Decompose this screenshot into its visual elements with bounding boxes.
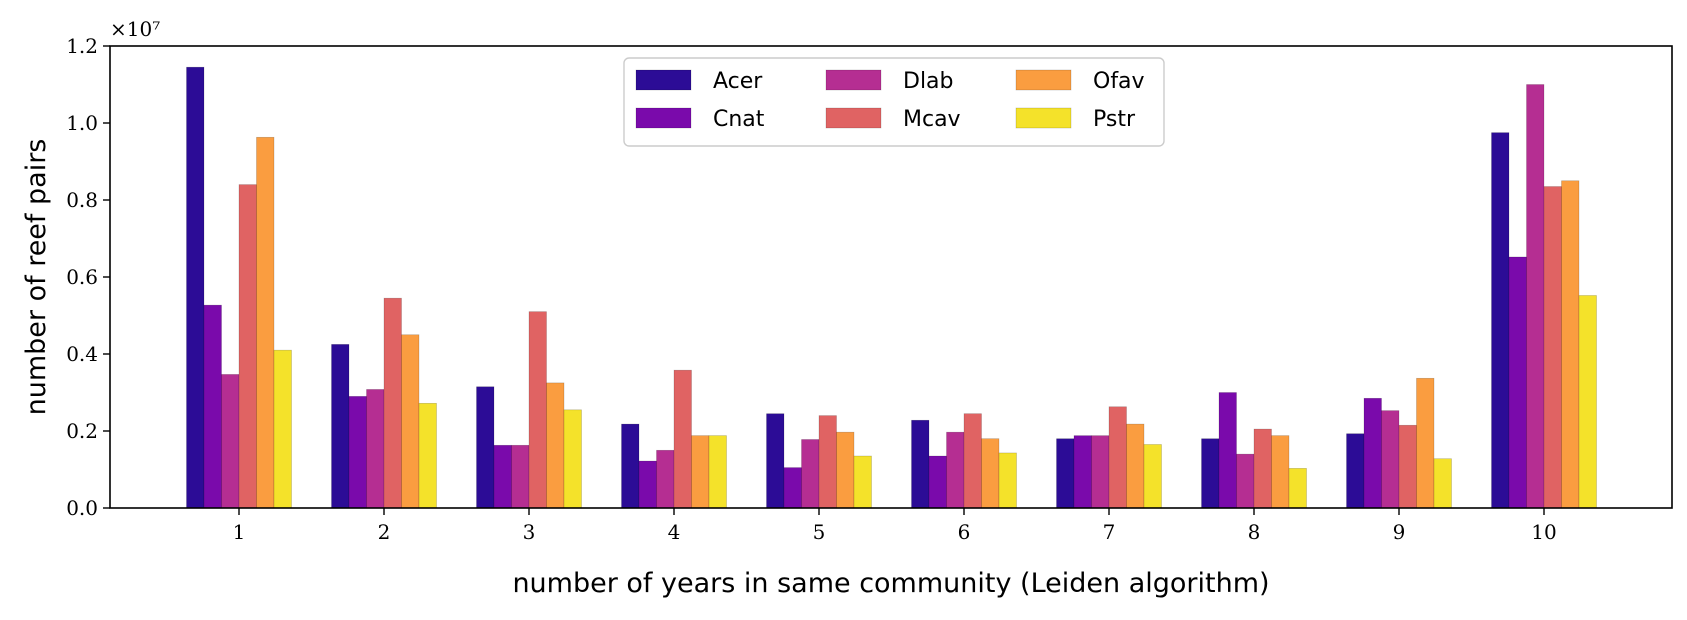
- bar-pstr-10: [1578, 295, 1597, 509]
- x-tick-label: 1: [233, 520, 246, 544]
- legend-label-acer: Acer: [713, 69, 763, 94]
- bar-dlab-2: [366, 389, 385, 509]
- bar-ofav-9: [1416, 377, 1435, 509]
- bar-acer-6: [911, 419, 930, 509]
- y-tick-label: 0.2: [66, 419, 98, 443]
- y-tick-label: 0.8: [66, 188, 98, 212]
- bar-acer-9: [1346, 433, 1365, 509]
- bar-mcav-10: [1543, 186, 1562, 509]
- x-axis-label: number of years in same community (Leide…: [512, 568, 1269, 599]
- bar-mcav-3: [528, 311, 547, 509]
- legend-swatch-pstr: [1015, 107, 1072, 129]
- bar-mcav-5: [818, 415, 837, 509]
- bar-cnat-10: [1508, 256, 1527, 509]
- bar-dlab-8: [1236, 453, 1255, 509]
- x-axis-ticks: 1 2 3 4 5 6 7 8 9 10: [233, 508, 1557, 544]
- bar-acer-3: [476, 386, 495, 509]
- bar-acer-1: [186, 66, 205, 509]
- y-tick-label: 0.0: [66, 496, 98, 520]
- legend-label-dlab: Dlab: [903, 69, 954, 94]
- bar-dlab-3: [511, 444, 530, 509]
- bar-acer-2: [331, 344, 350, 509]
- x-tick-label: 7: [1103, 520, 1116, 544]
- bar-acer-5: [766, 413, 785, 509]
- legend: Acer Cnat Dlab Mcav Ofav Pstr: [623, 57, 1165, 147]
- bar-cnat-7: [1073, 435, 1092, 509]
- bar-cnat-3: [493, 444, 512, 509]
- bar-ofav-6: [981, 438, 1000, 509]
- bar-pstr-7: [1143, 444, 1162, 509]
- y-axis-ticks: 0.0 0.2 0.4 0.6 0.8 1.0 1.2: [66, 34, 110, 520]
- legend-swatch-acer: [635, 69, 692, 91]
- bar-dlab-9: [1381, 410, 1400, 509]
- bar-pstr-5: [853, 455, 872, 509]
- x-tick-label: 9: [1393, 520, 1406, 544]
- y-tick-label: 1.0: [66, 111, 98, 135]
- y-tick-label: 1.2: [66, 34, 98, 58]
- bar-dlab-10: [1526, 84, 1545, 509]
- y-tick-label: 0.4: [66, 342, 98, 366]
- bar-mcav-8: [1253, 428, 1272, 509]
- bar-ofav-7: [1126, 423, 1145, 509]
- x-tick-label: 10: [1531, 520, 1556, 544]
- bar-cnat-8: [1218, 392, 1237, 509]
- x-tick-label: 8: [1248, 520, 1261, 544]
- legend-box: [623, 57, 1165, 147]
- bar-mcav-2: [383, 297, 402, 509]
- x-tick-label: 6: [958, 520, 971, 544]
- bar-dlab-5: [801, 439, 820, 509]
- x-tick-label: 2: [378, 520, 391, 544]
- legend-label-pstr: Pstr: [1093, 107, 1136, 132]
- bar-mcav-7: [1108, 406, 1127, 509]
- bar-pstr-9: [1433, 458, 1452, 509]
- bar-mcav-9: [1398, 424, 1417, 509]
- bar-dlab-7: [1091, 435, 1110, 509]
- bar-acer-4: [621, 423, 640, 509]
- bar-ofav-8: [1271, 435, 1290, 509]
- legend-label-ofav: Ofav: [1093, 69, 1145, 94]
- bar-dlab-4: [656, 449, 675, 509]
- bar-mcav-4: [673, 369, 692, 509]
- legend-swatch-mcav: [825, 107, 882, 129]
- bar-mcav-6: [963, 413, 982, 509]
- y-axis-label: number of reef pairs: [21, 139, 52, 416]
- y-scale-multiplier: ×10⁷: [110, 17, 160, 41]
- bar-pstr-1: [273, 349, 292, 509]
- bar-cnat-5: [783, 467, 802, 509]
- x-tick-label: 4: [668, 520, 681, 544]
- bar-ofav-10: [1561, 180, 1580, 509]
- bar-ofav-4: [691, 435, 710, 509]
- legend-swatch-ofav: [1015, 69, 1072, 91]
- bar-cnat-2: [348, 396, 367, 509]
- legend-swatch-dlab: [825, 69, 882, 91]
- y-tick-label: 0.6: [66, 265, 98, 289]
- bar-acer-8: [1201, 438, 1220, 509]
- legend-swatch-cnat: [635, 107, 692, 129]
- plot-frame: [109, 45, 1673, 509]
- bar-mcav-1: [238, 184, 257, 509]
- legend-label-cnat: Cnat: [713, 107, 765, 132]
- x-tick-label: 5: [813, 520, 826, 544]
- legend-label-mcav: Mcav: [903, 107, 961, 132]
- bar-cnat-1: [203, 304, 222, 509]
- bar-ofav-1: [256, 136, 275, 509]
- bar-dlab-6: [946, 431, 965, 509]
- x-tick-label: 3: [523, 520, 536, 544]
- bar-dlab-1: [221, 374, 240, 509]
- bar-acer-10: [1491, 132, 1510, 509]
- bar-ofav-2: [401, 334, 420, 509]
- bar-pstr-2: [418, 402, 437, 509]
- bar-acer-7: [1056, 438, 1075, 509]
- bar-pstr-8: [1288, 468, 1307, 509]
- bar-pstr-4: [708, 435, 727, 509]
- bar-pstr-3: [563, 409, 582, 509]
- bar-pstr-6: [998, 452, 1017, 509]
- bar-ofav-5: [836, 431, 855, 509]
- bar-cnat-6: [928, 455, 947, 509]
- bar-cnat-9: [1363, 397, 1382, 509]
- bar-cnat-4: [638, 460, 657, 509]
- bar-ofav-3: [546, 382, 565, 509]
